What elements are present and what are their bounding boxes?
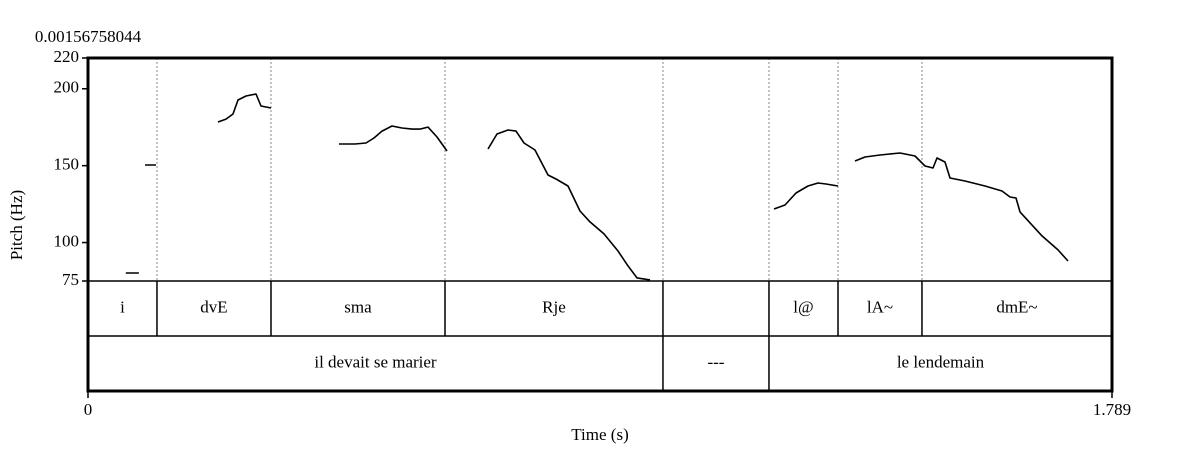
y-axis-title: Pitch (Hz) [7, 190, 26, 260]
interval-label: dvE [200, 297, 227, 316]
interval-label: --- [707, 352, 724, 371]
interval-label: l@ [793, 297, 813, 316]
x-axis-title: Time (s) [571, 425, 628, 444]
x-tick-label: 0 [84, 400, 93, 419]
interval-label: le lendemain [897, 352, 985, 371]
y-tick-label: 75 [62, 270, 79, 289]
y-tick-label: 220 [54, 47, 80, 66]
interval-label: dmE~ [996, 297, 1037, 316]
y-tick-label: 200 [54, 78, 80, 97]
top-left-label: 0.00156758044 [35, 27, 142, 46]
interval-label: Rje [542, 297, 566, 316]
interval-label: sma [344, 297, 372, 316]
x-tick-label: 1.789 [1093, 400, 1131, 419]
frame [86, 56, 1114, 393]
pitch-line [125, 93, 1069, 281]
interval-label: lA~ [867, 297, 893, 316]
y-tick-label: 100 [54, 231, 80, 250]
interval-label: i [120, 297, 125, 316]
y-tick-label: 150 [54, 155, 80, 174]
interval-label: il devait se marier [314, 352, 437, 371]
